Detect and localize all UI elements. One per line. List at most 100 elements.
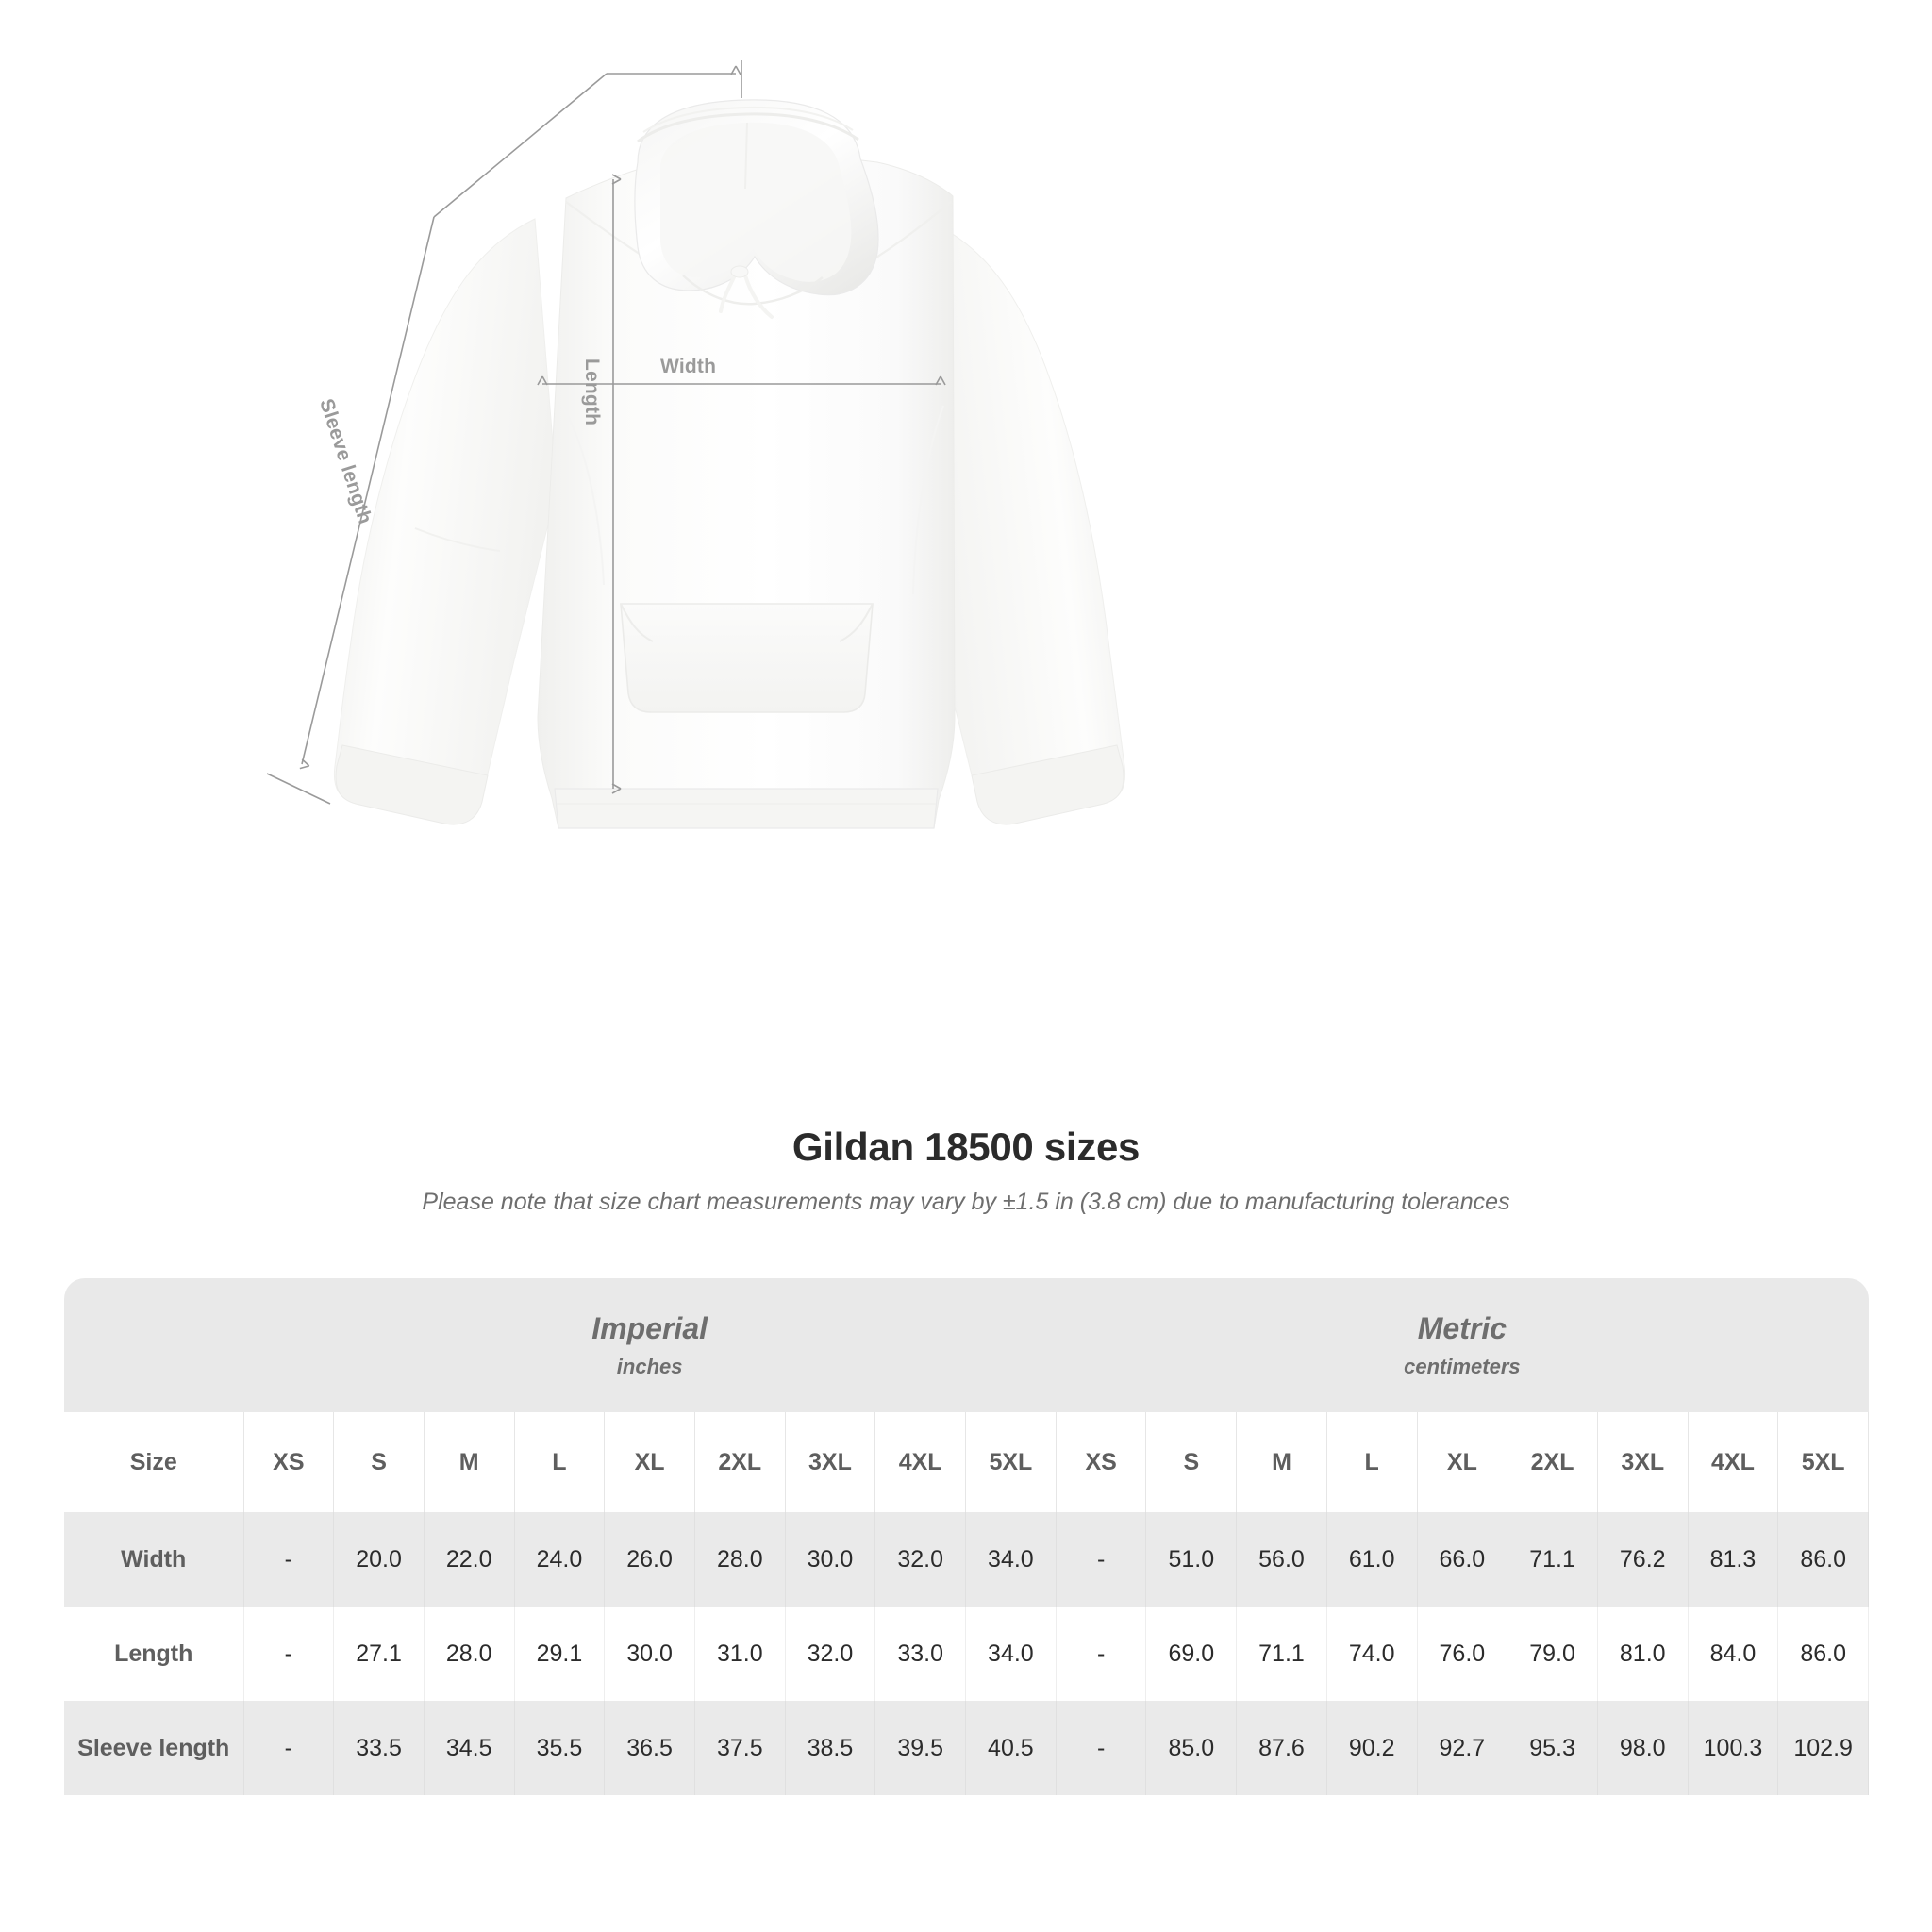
top-pointer-elbow: [433, 73, 608, 218]
cell-sleeve-metric-xl: 92.7: [1417, 1701, 1508, 1795]
hoodie-pocket-opening-right: [839, 603, 874, 642]
hoodie-measurement-diagram: Length Width Sleeve length: [266, 60, 1126, 829]
sleeve-length-line: [299, 216, 435, 770]
cell-length-imperial-3xl: 32.0: [785, 1607, 876, 1701]
size-col-imperial-2xl: 2XL: [694, 1412, 786, 1512]
measurement-annotations: [266, 60, 946, 805]
cell-length-metric-xs: -: [1056, 1607, 1147, 1701]
metric-label: Metric: [1417, 1311, 1507, 1346]
size-col-metric-l: L: [1326, 1412, 1418, 1512]
imperial-unit-header: Imperial inches: [243, 1278, 1057, 1412]
cell-sleeve-imperial-s: 33.5: [333, 1701, 425, 1795]
cell-width-imperial-xl: 26.0: [604, 1512, 695, 1607]
cell-width-imperial-2xl: 28.0: [694, 1512, 786, 1607]
tolerance-note: Please note that size chart measurements…: [422, 1189, 1510, 1215]
cell-length-imperial-l: 29.1: [514, 1607, 606, 1701]
cell-length-metric-l: 74.0: [1326, 1607, 1418, 1701]
hoodie-fold-left: [561, 405, 605, 586]
cell-width-metric-m: 56.0: [1236, 1512, 1327, 1607]
title-block: Gildan 18500 sizes Please note that size…: [0, 1124, 1932, 1216]
imperial-sublabel: inches: [616, 1354, 683, 1378]
size-col-imperial-xl: XL: [604, 1412, 695, 1512]
cell-sleeve-metric-m: 87.6: [1236, 1701, 1327, 1795]
hoodie-left-cuff: [335, 744, 489, 825]
cell-sleeve-metric-s: 85.0: [1145, 1701, 1238, 1795]
cell-length-metric-5xl: 86.0: [1777, 1607, 1870, 1701]
size-header-label: Size: [64, 1412, 244, 1512]
cell-width-metric-xl: 66.0: [1417, 1512, 1508, 1607]
cell-width-metric-3xl: 76.2: [1597, 1512, 1689, 1607]
length-dimension-label: Length: [581, 358, 603, 426]
hoodie-sleeve-fold-left: [414, 527, 501, 552]
cell-width-metric-xs: -: [1056, 1512, 1147, 1607]
cell-sleeve-metric-4xl: 100.3: [1688, 1701, 1779, 1795]
size-col-metric-m: M: [1236, 1412, 1327, 1512]
cell-length-metric-2xl: 79.0: [1507, 1607, 1598, 1701]
cell-length-metric-xl: 76.0: [1417, 1607, 1508, 1701]
size-col-imperial-5xl: 5XL: [965, 1412, 1057, 1512]
cell-width-metric-2xl: 71.1: [1507, 1512, 1598, 1607]
hoodie-drawstring-left: [719, 272, 738, 313]
cell-sleeve-imperial-m: 34.5: [424, 1701, 515, 1795]
hoodie-illustration: [266, 60, 1126, 829]
unit-row-spacer: [64, 1278, 243, 1412]
hoodie-fold-right: [912, 405, 944, 595]
hoodie-neck-opening: [682, 275, 824, 306]
cell-width-imperial-xs: -: [243, 1512, 335, 1607]
cell-length-imperial-xs: -: [243, 1607, 335, 1701]
size-col-imperial-3xl: 3XL: [785, 1412, 876, 1512]
cell-length-imperial-s: 27.1: [333, 1607, 425, 1701]
table-row: Width - 20.0 22.0 24.0 26.0 28.0 30.0 32…: [64, 1512, 1870, 1607]
cell-width-metric-5xl: 86.0: [1777, 1512, 1870, 1607]
cell-sleeve-imperial-4xl: 39.5: [874, 1701, 966, 1795]
row-label-sleeve-length: Sleeve length: [64, 1701, 244, 1795]
table-row: Length - 27.1 28.0 29.1 30.0 31.0 32.0 3…: [64, 1607, 1870, 1701]
cell-sleeve-imperial-2xl: 37.5: [694, 1701, 786, 1795]
row-label-width: Width: [64, 1512, 244, 1607]
cell-sleeve-imperial-xl: 36.5: [604, 1701, 695, 1795]
cell-width-imperial-s: 20.0: [333, 1512, 425, 1607]
cell-width-metric-s: 51.0: [1145, 1512, 1238, 1607]
metric-unit-header: Metric centimeters: [1056, 1278, 1869, 1412]
hoodie-pocket-opening-left: [620, 603, 654, 642]
cell-sleeve-imperial-xs: -: [243, 1701, 335, 1795]
cell-sleeve-imperial-l: 35.5: [514, 1701, 606, 1795]
cell-length-imperial-4xl: 33.0: [874, 1607, 966, 1701]
cell-sleeve-metric-l: 90.2: [1326, 1701, 1418, 1795]
cell-length-metric-m: 71.1: [1236, 1607, 1327, 1701]
sleeve-length-end-tick: [266, 773, 331, 805]
cell-length-imperial-5xl: 34.0: [965, 1607, 1057, 1701]
size-col-imperial-4xl: 4XL: [874, 1412, 966, 1512]
size-col-metric-2xl: 2XL: [1507, 1412, 1598, 1512]
size-chart-table: Imperial inches Metric centimeters Size: [64, 1278, 1870, 1795]
cell-sleeve-imperial-5xl: 40.5: [965, 1701, 1057, 1795]
size-col-metric-xs: XS: [1056, 1412, 1147, 1512]
width-dimension-label: Width: [660, 356, 717, 377]
cell-sleeve-metric-3xl: 98.0: [1597, 1701, 1689, 1795]
cell-width-imperial-3xl: 30.0: [785, 1512, 876, 1607]
cell-width-imperial-5xl: 34.0: [965, 1512, 1057, 1607]
hoodie-right-cuff: [971, 744, 1124, 825]
hoodie-drawstring-right: [743, 274, 774, 319]
hoodie-hem-band: [554, 788, 939, 829]
cell-width-metric-l: 61.0: [1326, 1512, 1418, 1607]
cell-width-imperial-m: 22.0: [424, 1512, 515, 1607]
cell-width-imperial-4xl: 32.0: [874, 1512, 966, 1607]
size-col-metric-5xl: 5XL: [1777, 1412, 1870, 1512]
hoodie-graphic: [333, 99, 1126, 829]
unit-system-row: Imperial inches Metric centimeters: [64, 1278, 1869, 1412]
size-col-metric-4xl: 4XL: [1688, 1412, 1779, 1512]
hoodie-pocket: [620, 603, 874, 713]
hoodie-hood-ribbing-2: [642, 106, 854, 133]
size-col-imperial-m: M: [424, 1412, 515, 1512]
cell-length-imperial-m: 28.0: [424, 1607, 515, 1701]
cell-length-metric-3xl: 81.0: [1597, 1607, 1689, 1701]
size-header-row: Size XS S M L XL 2XL 3XL 4XL 5XL XS S M …: [64, 1412, 1870, 1512]
cell-length-metric-s: 69.0: [1145, 1607, 1238, 1701]
cell-sleeve-metric-xs: -: [1056, 1701, 1147, 1795]
cell-sleeve-metric-2xl: 95.3: [1507, 1701, 1598, 1795]
hoodie-hood-fold: [744, 122, 748, 190]
cell-length-imperial-xl: 30.0: [604, 1607, 695, 1701]
metric-sublabel: centimeters: [1404, 1354, 1521, 1378]
